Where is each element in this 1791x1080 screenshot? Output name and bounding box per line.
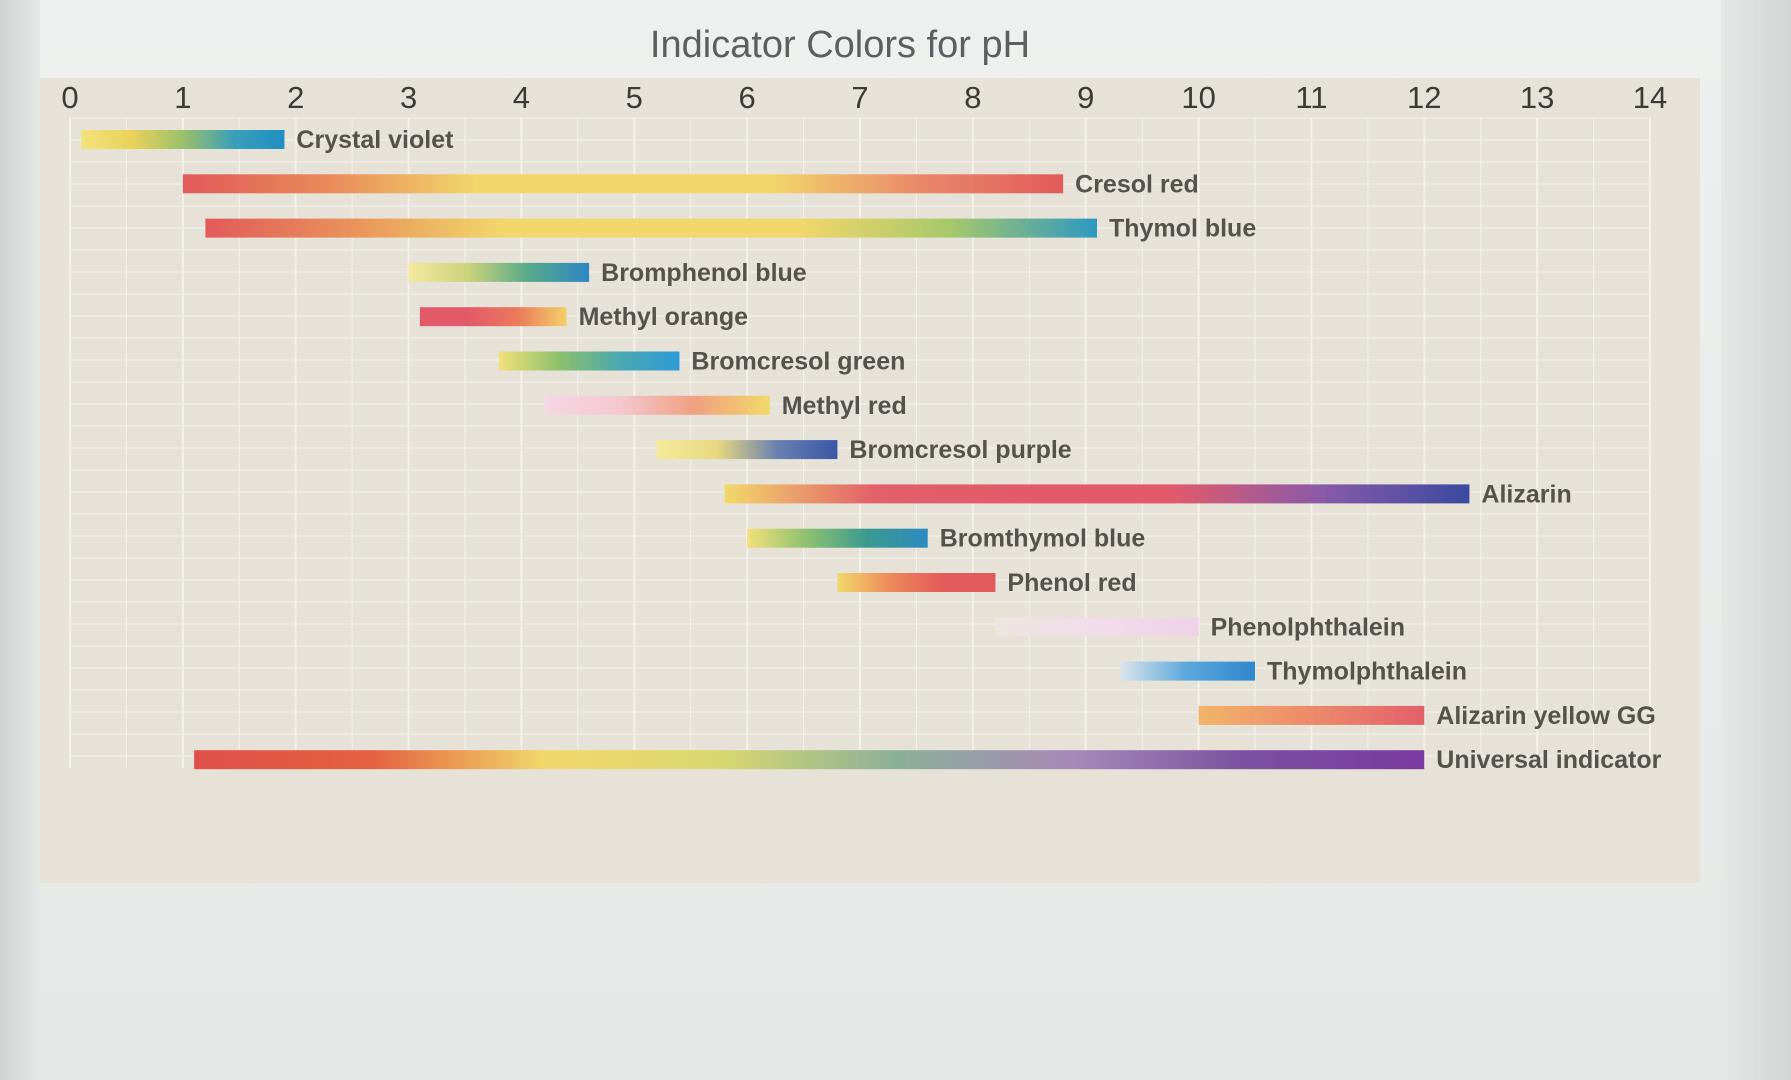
indicator-label: Bromthymol blue — [940, 525, 1146, 553]
indicator-bar — [544, 395, 770, 415]
x-tick-label: 7 — [851, 80, 868, 115]
indicator-label: Methyl red — [782, 392, 907, 420]
indicator-label: Crystal violet — [296, 126, 454, 154]
indicator-label: Bromcresol green — [691, 348, 905, 376]
x-tick-label: 3 — [400, 80, 417, 115]
indicator-bar — [205, 218, 1097, 238]
tick-label-layer: 0 1 2 3 4 5 6 7 8 9 10 11 12 13 14 — [61, 80, 1667, 115]
indicator-label: Universal indicator — [1436, 746, 1661, 774]
chart-panel: 0 1 2 3 4 5 6 7 8 9 10 11 12 13 14 Crystal violet Creso… — [40, 78, 1700, 883]
indicator-label: Methyl orange — [579, 303, 749, 331]
indicator-bar — [747, 528, 928, 548]
chart-title: Indicator Colors for pH — [649, 24, 1031, 66]
indicator-label: Thymol blue — [1109, 215, 1256, 243]
indicator-label: Alizarin yellow GG — [1436, 702, 1656, 730]
indicator-label: Cresol red — [1075, 170, 1199, 198]
x-tick-label: 10 — [1181, 80, 1215, 115]
x-tick-label: 13 — [1520, 80, 1554, 115]
monitor-bezel-right — [1721, 0, 1791, 1080]
chart-svg: 0 1 2 3 4 5 6 7 8 9 10 11 12 13 14 Crystal violetCreso… — [61, 80, 1667, 774]
indicator-bar — [182, 174, 1064, 194]
indicator-bar — [1119, 661, 1255, 681]
x-tick-label: 6 — [739, 80, 756, 115]
x-tick-label: 9 — [1077, 80, 1094, 115]
x-tick-label: 11 — [1295, 80, 1327, 115]
x-tick-label: 1 — [174, 80, 191, 115]
indicator-label: Phenolphthalein — [1211, 613, 1405, 641]
indicator-bar — [419, 307, 567, 327]
x-tick-label: 5 — [626, 80, 643, 115]
indicator-label: Phenol red — [1007, 569, 1136, 597]
bar-layer: Crystal violet Cresol red Thymol blue Bromp… — [81, 126, 1662, 774]
indicator-bar — [194, 750, 1425, 770]
indicator-bar — [1198, 705, 1425, 725]
indicator-bar — [837, 573, 996, 592]
indicator-bar — [81, 130, 285, 149]
x-tick-label: 0 — [61, 80, 78, 115]
indicator-bar — [724, 484, 1470, 504]
monitor-bezel-left — [0, 0, 40, 1080]
x-tick-label: 4 — [513, 80, 530, 115]
x-tick-label: 12 — [1407, 80, 1441, 115]
indicator-bar — [408, 262, 590, 282]
x-tick-label: 2 — [287, 80, 304, 115]
indicator-bar — [995, 617, 1199, 637]
indicator-label: Thymolphthalein — [1267, 658, 1467, 686]
indicator-label: Bromphenol blue — [601, 259, 807, 287]
indicator-bar — [656, 440, 838, 460]
indicator-label: Bromcresol purple — [849, 436, 1071, 464]
x-tick-label: 14 — [1633, 80, 1667, 115]
x-tick-label: 8 — [964, 80, 981, 115]
indicator-label: Alizarin — [1481, 480, 1571, 508]
indicator-bar — [498, 351, 680, 371]
